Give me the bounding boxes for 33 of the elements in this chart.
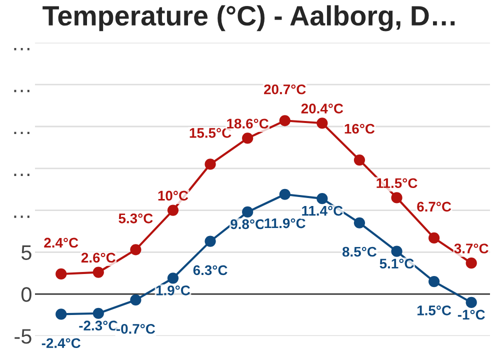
data-label: 1.9°C [156, 285, 190, 296]
data-label: -2.4°C [42, 338, 80, 348]
data-label: 9.8°C [230, 219, 265, 230]
data-label: 10°C [158, 190, 188, 201]
data-label: 20.4°C [301, 104, 344, 114]
y-tick-label: … [14, 132, 30, 134]
y-tick-label: … [14, 216, 30, 218]
y-tick-label: 5 [21, 245, 32, 260]
data-label: -1°C [458, 310, 485, 320]
data-label: 6.3°C [193, 265, 228, 276]
data-label: 5.3°C [118, 213, 153, 224]
data-label: 5.1°C [380, 258, 414, 269]
y-tick-label: … [14, 90, 30, 92]
data-label: 2.6°C [81, 252, 116, 263]
data-label: -2.3°C [79, 320, 118, 331]
data-label: 3.7°C [454, 244, 488, 254]
data-label: 1.5°C [417, 306, 452, 316]
data-label: 11.5°C [376, 178, 418, 188]
data-label: 16°C [344, 124, 375, 134]
y-tick-label: … [14, 174, 30, 176]
data-label: 2.4°C [44, 238, 78, 248]
data-label: 15.5°C [190, 128, 232, 138]
data-label: 8.5°C [342, 246, 377, 257]
data-label: 11.4°C [302, 206, 343, 216]
data-label: 20.7°C [264, 84, 306, 94]
y-tick-label: -5 [14, 329, 32, 344]
y-tick-label: … [14, 48, 30, 50]
data-label: 11.9°C [264, 218, 306, 228]
y-tick-label: 0 [21, 287, 32, 302]
data-label: 6.7°C [417, 202, 452, 212]
chart-title: Temperature (°C) - Aalborg, D… [42, 5, 455, 32]
data-label: 18.6°C [227, 118, 269, 129]
data-label: -0.7°C [116, 324, 156, 334]
